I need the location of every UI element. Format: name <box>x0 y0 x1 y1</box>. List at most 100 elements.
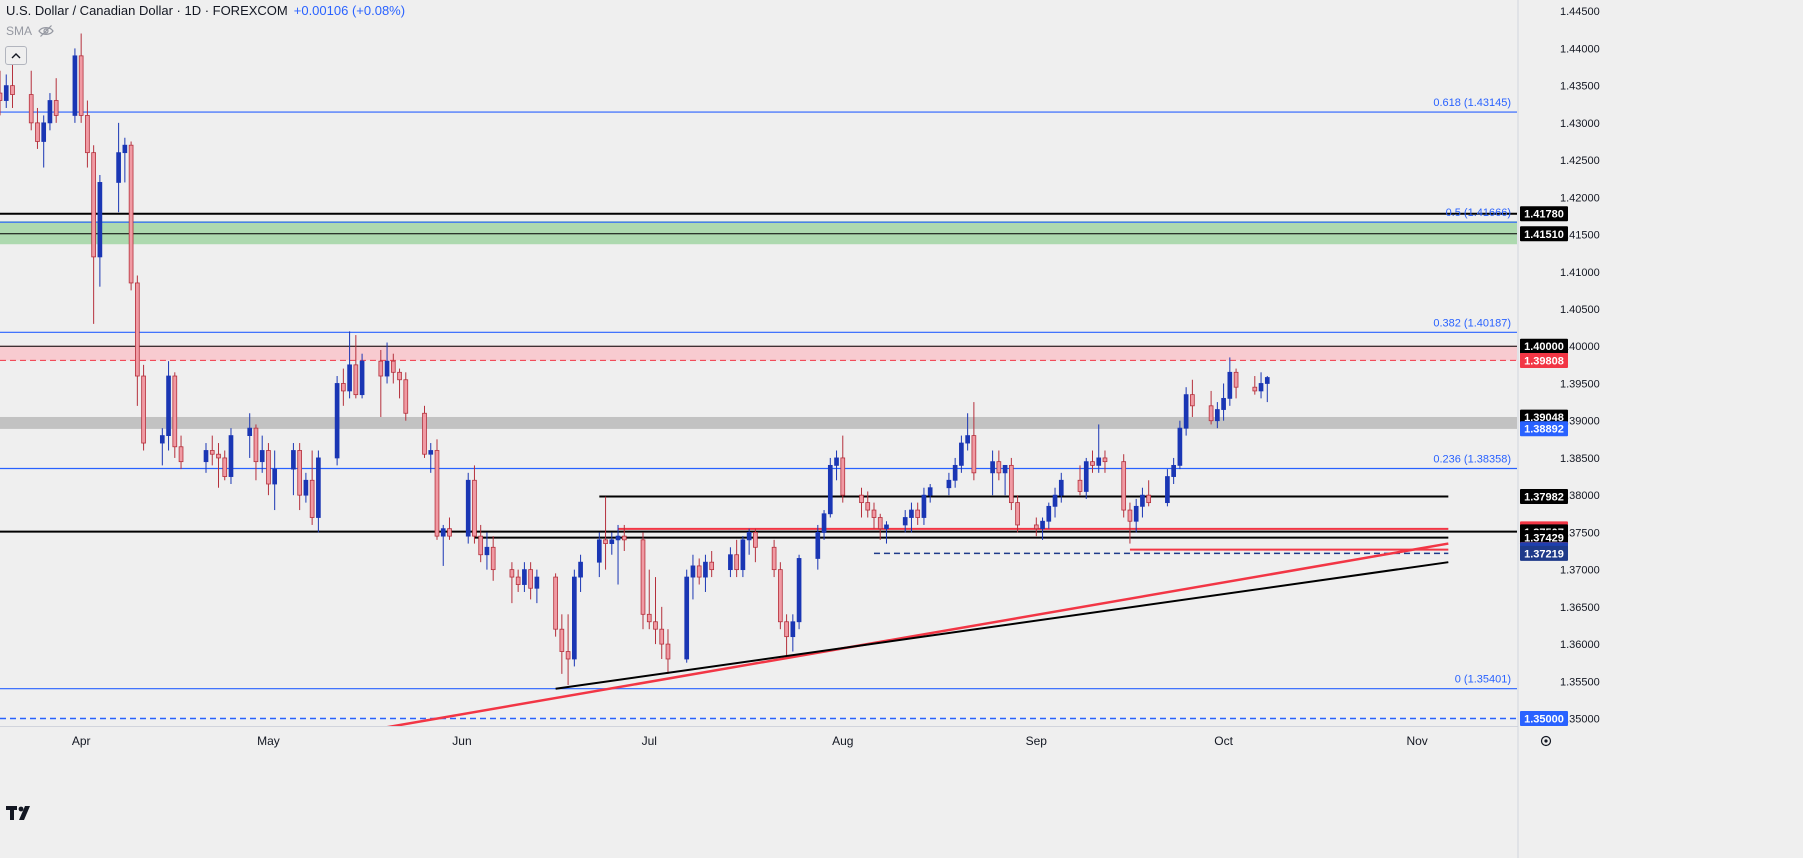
candle-body <box>821 513 827 533</box>
y-tick-label: 1.44000 <box>1560 43 1600 55</box>
candle <box>53 78 59 123</box>
candle-body <box>78 55 84 116</box>
candle <box>871 502 877 529</box>
y-tick-label: 1.43500 <box>1560 81 1600 93</box>
candle-body <box>859 494 864 504</box>
y-tick-label: 1.36000 <box>1560 639 1600 651</box>
chart-legend: U.S. Dollar / Canadian Dollar · 1D · FOR… <box>6 1 405 19</box>
candle <box>1121 454 1127 518</box>
candle <box>1183 387 1189 436</box>
candle <box>1133 498 1139 533</box>
candle <box>971 402 977 481</box>
candle <box>390 353 396 384</box>
candle-body <box>1040 520 1045 530</box>
candle-body <box>122 144 128 154</box>
candle-body <box>902 517 908 526</box>
y-tick-label: 1.42500 <box>1560 155 1600 167</box>
indicator-sma-label[interactable]: SMA <box>6 24 33 38</box>
candle <box>553 573 558 637</box>
settings-gear-icon[interactable] <box>1540 735 1552 747</box>
eye-hidden-icon[interactable] <box>38 24 54 38</box>
candle-body <box>53 100 59 116</box>
candle <box>259 435 265 473</box>
candle-body <box>909 509 914 518</box>
candle <box>1046 502 1052 529</box>
candle <box>166 361 171 451</box>
candle <box>653 577 658 645</box>
candle-body <box>359 360 365 396</box>
candle-body <box>465 479 471 537</box>
candle-body <box>384 360 390 377</box>
candle <box>784 614 789 659</box>
candle-body <box>528 569 533 589</box>
candle-body <box>128 144 134 284</box>
candle <box>709 551 715 578</box>
price-label-box <box>1520 353 1568 369</box>
candle-body <box>91 152 96 258</box>
candle-body <box>709 561 715 571</box>
candle-body <box>1258 383 1264 392</box>
candle <box>572 569 577 667</box>
candle <box>116 122 121 213</box>
candle <box>135 275 140 406</box>
candle <box>316 450 321 533</box>
candle-body <box>734 554 739 571</box>
y-tick-label: 1.41500 <box>1560 230 1600 242</box>
y-tick-label: 1.38000 <box>1560 490 1600 502</box>
candle-body <box>646 613 652 623</box>
candle-body <box>640 539 646 615</box>
candle-body <box>740 539 746 571</box>
candle-body <box>965 435 970 444</box>
candle <box>827 457 833 518</box>
candle-body <box>28 94 34 124</box>
candle <box>996 450 1002 481</box>
candle-body <box>247 427 253 436</box>
candle <box>72 48 78 123</box>
candle <box>428 443 434 473</box>
candle <box>534 569 540 604</box>
candle-body <box>615 535 621 541</box>
collapse-legend-button[interactable] <box>5 46 27 65</box>
y-tick-label: 1.39000 <box>1560 416 1600 428</box>
candle <box>266 443 271 496</box>
price-label-text: 1.41510 <box>1524 229 1564 241</box>
candle-body <box>522 569 527 585</box>
y-tick-label: 1.36500 <box>1560 602 1600 614</box>
price-label-box <box>1520 206 1568 222</box>
x-tick-label: Sep <box>1026 734 1048 748</box>
candle-body <box>135 282 140 377</box>
candle-body <box>397 371 402 381</box>
price-label-text: 1.39808 <box>1524 356 1564 368</box>
candle-body <box>534 576 540 589</box>
candle-body <box>478 535 484 556</box>
candle-body <box>665 643 671 660</box>
candle <box>1221 383 1226 421</box>
candle-body <box>272 468 278 485</box>
candle <box>434 439 440 540</box>
candle-body <box>753 532 758 548</box>
candle <box>659 606 665 659</box>
candle-body <box>696 565 702 578</box>
candle-body <box>1252 386 1258 392</box>
candle <box>1096 424 1102 473</box>
candle <box>578 554 583 592</box>
price-label-text: 1.37429 <box>1524 533 1564 545</box>
candle <box>141 364 146 451</box>
fib-label: 0.236 (1.38358) <box>1433 454 1511 466</box>
candle <box>1264 376 1270 403</box>
candle-body <box>509 569 515 578</box>
candle <box>684 569 690 663</box>
candle <box>465 472 471 544</box>
candle <box>490 536 496 581</box>
candle-body <box>1033 524 1039 530</box>
candle-body <box>1177 427 1183 466</box>
candle-body <box>834 457 839 466</box>
zone-band <box>0 416 1517 429</box>
candle <box>1077 465 1083 496</box>
candle-body <box>877 517 883 530</box>
indicator-row[interactable]: SMA <box>6 23 54 39</box>
candle-body <box>228 435 234 477</box>
candle-body <box>1121 461 1127 511</box>
